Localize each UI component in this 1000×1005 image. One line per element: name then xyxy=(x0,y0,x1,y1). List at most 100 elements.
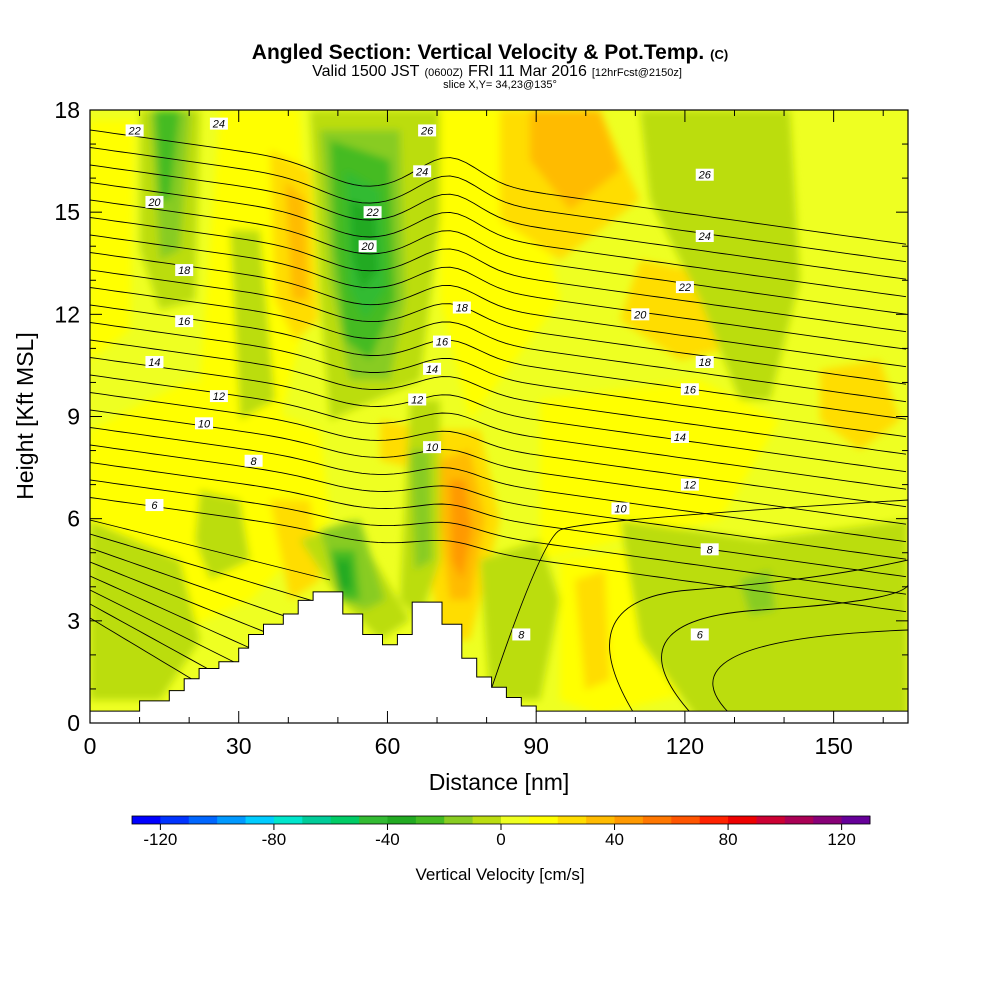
y-tick-label: 15 xyxy=(54,199,80,225)
isentrope-line xyxy=(90,287,907,403)
isentrope-label: 26 xyxy=(698,170,712,182)
y-tick-label: 3 xyxy=(67,608,80,634)
isentrope-line xyxy=(479,499,908,723)
subtitle-forecast: [12hrFcst@2150z] xyxy=(592,67,682,79)
y-tick-label: 6 xyxy=(67,506,80,532)
x-tick-label: 90 xyxy=(523,733,549,759)
x-tick-label: 60 xyxy=(375,733,401,759)
colorbar: -120 -80 -40 0 40 80 120 xyxy=(131,815,871,849)
isentrope-line xyxy=(90,519,331,581)
subtitle-utc: (0600Z) xyxy=(424,67,463,79)
colorbar-swatch xyxy=(642,816,672,824)
colorbar-swatch xyxy=(188,816,218,824)
isentrope-label: 22 xyxy=(365,207,378,219)
isentrope-label: 8 xyxy=(707,544,714,556)
isentrope-line xyxy=(90,339,907,455)
colorbar-swatch xyxy=(245,816,275,824)
colorbar-swatch xyxy=(359,816,388,824)
isentrope-label-bg xyxy=(695,168,714,181)
isentrope-line xyxy=(90,217,907,333)
y-tick-label: 0 xyxy=(67,710,80,736)
colorbar-swatch xyxy=(813,816,843,824)
colorbar-tick-label: 40 xyxy=(605,830,624,849)
y-tick-label: 12 xyxy=(54,301,80,327)
isentrope-label: 20 xyxy=(360,241,374,253)
velocity-region xyxy=(640,110,800,400)
isentrope-label: 14 xyxy=(426,364,438,376)
isentrope-label: 8 xyxy=(518,629,525,641)
isentrope-label: 8 xyxy=(251,456,258,468)
velocity-region xyxy=(335,560,352,590)
x-tick-label: 30 xyxy=(226,733,252,759)
colorbar-tick-label: 80 xyxy=(719,830,738,849)
chart-title-main: Angled Section: Vertical Velocity & Pot.… xyxy=(252,41,704,64)
colorbar-swatch xyxy=(586,816,616,824)
isentrope-line xyxy=(90,444,907,560)
x-tick-label: 0 xyxy=(84,733,97,759)
isentrope-line xyxy=(90,479,907,595)
isentrope-label-bg xyxy=(432,335,451,348)
colorbar-swatch xyxy=(728,816,757,824)
velocity-region xyxy=(90,120,135,360)
isentrope-label: 20 xyxy=(147,197,161,209)
colorbar-swatch xyxy=(160,816,190,824)
velocity-region xyxy=(480,540,560,700)
y-axis: 0 3 6 9 12 15 18 xyxy=(54,97,908,736)
isentrope-label-bg xyxy=(423,362,442,375)
isentrope-line xyxy=(609,559,908,723)
isentrope-label-bg xyxy=(700,543,719,556)
isentrope-label: 16 xyxy=(436,337,449,349)
isentrope-line xyxy=(661,580,908,723)
velocity-region xyxy=(195,490,250,580)
isentrope-line xyxy=(90,304,907,420)
isentrope-label-bg xyxy=(670,430,689,443)
isentrope-line xyxy=(90,234,907,350)
isentrope-line xyxy=(90,357,907,473)
isentrope-line xyxy=(90,409,907,525)
colorbar-label: Vertical Velocity [cm/s] xyxy=(415,865,584,884)
isentrope-label-bg xyxy=(695,230,714,243)
plot-area: 22 24 20 18 16 14 12 10 8 6 26 24 22 20 18 16 14 12 10 26 24… xyxy=(90,110,908,723)
colorbar-swatch xyxy=(699,816,729,824)
colorbar-swatch xyxy=(217,816,247,824)
isentrope-label: 26 xyxy=(420,125,434,137)
isentrope-label-bg xyxy=(695,356,714,369)
chart-title-suffix: (C) xyxy=(710,47,728,62)
colorbar-tick-label: -80 xyxy=(262,830,287,849)
isentrope-label-bg xyxy=(680,383,699,396)
isentrope-label: 10 xyxy=(614,503,627,515)
isentrope-labels: 22 24 20 18 16 14 12 10 8 6 26 24 22 20 18 16 14 12 10 26 24… xyxy=(125,117,719,641)
isentrope-label-bg xyxy=(363,206,382,219)
isentrope-label: 6 xyxy=(697,629,704,641)
velocity-region xyxy=(530,110,620,210)
isentrope-label-bg xyxy=(611,502,630,515)
subtitle-valid: Valid 1500 JST xyxy=(312,63,420,80)
colorbar-swatch xyxy=(273,816,303,824)
colorbar-swatch xyxy=(330,816,360,824)
isentrope-label-bg xyxy=(512,628,531,641)
isentrope-label: 18 xyxy=(699,357,712,369)
isentrope-label: 24 xyxy=(212,119,225,131)
x-tick-label: 150 xyxy=(814,733,852,759)
colorbar-tick-label: -120 xyxy=(143,830,177,849)
terrain xyxy=(90,591,908,723)
colorbar-tick-label: 0 xyxy=(496,830,505,849)
isentrope-label-bg xyxy=(418,124,437,137)
velocity-region xyxy=(620,520,908,723)
isentrope-label: 10 xyxy=(198,418,211,430)
isentrope-label: 24 xyxy=(415,166,428,178)
isentrope-label-bg xyxy=(423,441,442,454)
colorbar-swatch xyxy=(529,816,559,824)
y-axis-label: Height [Kft MSL] xyxy=(12,332,38,499)
isentrope-label-bg xyxy=(631,308,650,321)
x-axis: 0 30 60 90 120 150 xyxy=(84,110,884,759)
velocity-region xyxy=(740,570,775,615)
isentrope-line xyxy=(712,600,908,723)
isentrope-line xyxy=(90,322,907,438)
isentrope-line xyxy=(90,129,907,245)
velocity-region xyxy=(575,570,610,690)
isentrope-label: 12 xyxy=(684,480,696,492)
colorbar-swatch xyxy=(415,816,445,824)
isentrope-line xyxy=(90,462,907,578)
